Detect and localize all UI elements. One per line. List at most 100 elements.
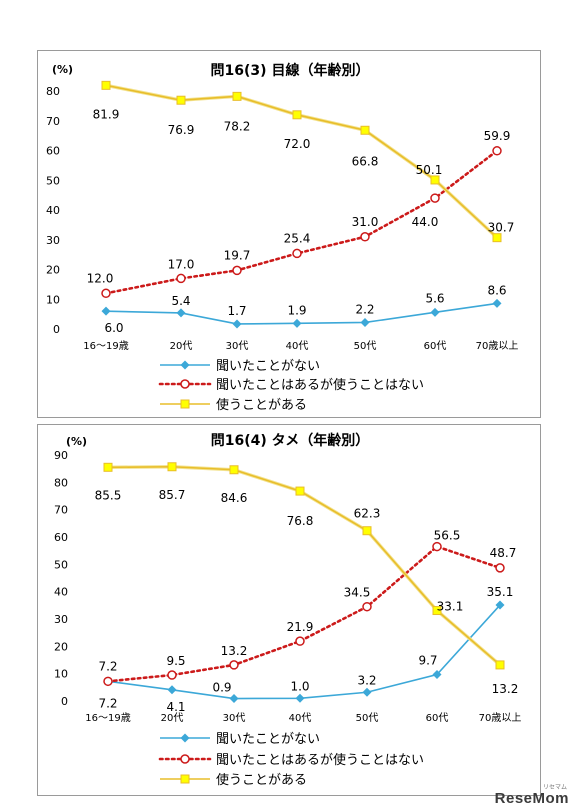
data-label-1-3: 25.4 [284, 231, 311, 245]
y-tick-label: 30 [54, 613, 68, 626]
data-label-0-5: 9.7 [418, 653, 437, 667]
data-point-0-3 [295, 693, 305, 703]
x-tick-label: 30代 [226, 340, 249, 352]
y-tick-label: 0 [53, 323, 60, 336]
data-point-1-2 [232, 265, 242, 276]
data-label-2-3: 72.0 [284, 137, 311, 151]
data-label-0-5: 5.6 [425, 291, 444, 305]
x-tick-label: 70歳以上 [476, 340, 519, 352]
y-tick-label: 20 [46, 264, 60, 277]
data-point-0-3 [292, 318, 302, 328]
data-label-1-5: 44.0 [412, 215, 439, 229]
x-tick-label: 50代 [354, 340, 377, 352]
x-tick-label: 60代 [424, 340, 447, 352]
data-label-0-3: 1.9 [287, 303, 306, 317]
y-tick-label: 50 [54, 558, 68, 571]
y-tick-label: 30 [46, 234, 60, 247]
data-label-0-6: 35.1 [487, 585, 514, 599]
x-tick-label: 20代 [170, 340, 193, 352]
data-label-0-1: 4.1 [166, 700, 185, 714]
data-label-1-2: 19.7 [224, 248, 251, 262]
data-label-2-4: 66.8 [352, 154, 379, 168]
data-point-2-4 [360, 125, 370, 135]
data-label-1-4: 31.0 [352, 215, 379, 229]
x-tick-label: 16～19歳 [83, 340, 128, 352]
y-tick-label: 0 [61, 695, 68, 708]
data-point-1-1 [176, 273, 186, 284]
data-point-0-5 [432, 669, 442, 679]
data-point-1-0 [101, 288, 111, 299]
y-tick-label: 20 [54, 640, 68, 653]
data-label-0-4: 2.2 [355, 302, 374, 316]
data-point-2-6 [492, 233, 502, 243]
chart-mesen: 問16(3) 目線（年齢別） (%) 0 10 20 30 40 50 60 70 80 16～19歳… [46, 62, 519, 413]
data-label-2-2: 84.6 [221, 491, 248, 505]
data-label-0-2: 0.9 [212, 681, 231, 695]
resemom-logo: ReseMom リセマム [495, 785, 569, 807]
legend-label-0: 聞いたことがない [216, 359, 320, 374]
data-label-1-0: 12.0 [87, 271, 114, 285]
legend-label-2: 使うことがある [216, 397, 307, 413]
data-label-0-4: 3.2 [357, 673, 376, 687]
data-point-1-6 [495, 563, 505, 573]
data-label-2-6: 13.2 [492, 682, 519, 696]
legend-marker-0 [180, 733, 190, 743]
y-tick-label: 10 [46, 293, 60, 306]
data-point-0-6 [495, 600, 505, 610]
legend-label-2: 使うことがある [216, 772, 307, 788]
data-point-0-6 [492, 298, 502, 308]
x-tick-label: 20代 [161, 712, 184, 724]
data-point-0-4 [360, 317, 370, 327]
y-axis-unit-label: (%) [66, 435, 87, 448]
y-tick-label: 40 [46, 204, 60, 217]
data-point-0-2 [232, 319, 242, 329]
x-tick-label: 50代 [356, 712, 379, 724]
legend-marker-1 [180, 379, 190, 389]
data-point-2-3 [292, 110, 302, 120]
logo-subtext: リセマム [542, 785, 567, 791]
data-label-1-4: 34.5 [344, 586, 371, 600]
data-point-1-4 [362, 601, 372, 612]
y-tick-label: 70 [54, 504, 68, 517]
legend-label-1: 聞いたことはあるが使うことはない [216, 752, 424, 768]
data-label-2-0: 85.5 [95, 488, 122, 502]
data-label-2-5: 50.1 [416, 163, 443, 177]
data-label-1-3: 21.9 [287, 620, 314, 634]
data-point-2-5 [432, 606, 442, 616]
data-label-0-1: 5.4 [171, 294, 190, 308]
y-tick-label: 40 [54, 586, 68, 599]
data-point-2-1 [167, 462, 177, 472]
data-label-2-1: 76.9 [168, 123, 195, 137]
data-point-1-5 [432, 541, 442, 552]
y-tick-label: 60 [46, 145, 60, 158]
x-tick-label: 40代 [289, 712, 312, 724]
data-point-0-5 [430, 307, 440, 317]
data-label-0-0: 7.2 [98, 696, 117, 710]
data-point-1-2 [229, 660, 239, 670]
y-tick-label: 10 [54, 668, 68, 681]
x-tick-label: 16～19歳 [85, 712, 130, 724]
data-point-1-4 [360, 232, 370, 242]
x-tick-label: 30代 [223, 712, 246, 724]
y-tick-label: 80 [54, 476, 68, 489]
data-label-1-2: 13.2 [221, 644, 248, 658]
data-point-0-1 [167, 685, 177, 695]
data-point-1-3 [292, 248, 302, 259]
data-point-2-4 [362, 526, 372, 536]
data-point-2-3 [295, 486, 305, 496]
x-tick-label: 70歳以上 [479, 712, 522, 724]
data-point-1-3 [295, 636, 305, 646]
data-label-2-0: 81.9 [93, 107, 120, 121]
data-point-2-6 [495, 660, 505, 670]
data-label-0-2: 1.7 [227, 304, 246, 318]
data-point-0-0 [101, 306, 111, 316]
data-label-2-2: 78.2 [224, 119, 251, 133]
data-point-1-5 [430, 193, 440, 203]
y-tick-label: 60 [54, 531, 68, 544]
chart-title: 問16(4) タメ（年齢別） [211, 432, 369, 449]
data-point-0-4 [362, 687, 372, 697]
data-label-1-1: 17.0 [168, 257, 195, 271]
legend-marker-2 [180, 774, 190, 784]
data-label-1-0: 7.2 [98, 659, 117, 673]
data-point-1-0 [103, 676, 113, 687]
